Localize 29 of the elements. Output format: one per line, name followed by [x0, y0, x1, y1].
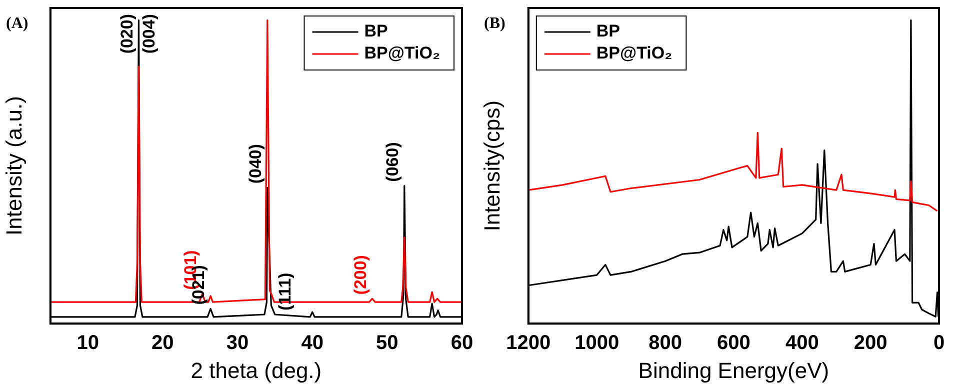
x-tick-label: 20: [152, 332, 174, 354]
y-axis-title: Intensity (a.u.): [1, 96, 26, 236]
x-axis-title: 2 theta (deg.): [190, 358, 322, 383]
chart-title: (A): [6, 15, 28, 32]
annotation: (040): [246, 144, 266, 184]
x-tick-label: 60: [450, 332, 474, 354]
legend-label: BP: [364, 22, 388, 41]
x-tick-label: 50: [376, 332, 398, 354]
annotation: (004): [139, 14, 158, 54]
x-tick-label: 200: [854, 332, 888, 354]
legend-label: BP: [596, 22, 620, 41]
x-tick-label: 800: [648, 332, 682, 354]
x-tick-label: 1200: [506, 332, 551, 354]
annotation: (200): [350, 255, 370, 295]
legend-label: BP@TiO₂: [596, 44, 672, 63]
x-axis-title: Binding Energy(eV): [638, 358, 830, 383]
x-tick-label: 40: [301, 332, 324, 354]
x-tick-label: 10: [76, 332, 99, 354]
annotation: (020): [117, 14, 136, 54]
chart-title: (B): [484, 15, 506, 32]
x-tick-label: 1000: [574, 332, 620, 354]
x-tick-label: 0: [933, 332, 945, 354]
x-tick-label: 600: [717, 332, 750, 354]
x-tick-label: 400: [785, 332, 819, 354]
y-axis-title: Intensity(cps): [479, 100, 504, 232]
annotation: (111): [276, 272, 295, 310]
annotation: (060): [383, 142, 402, 182]
legend-label: BP@TiO₂: [364, 44, 440, 63]
x-tick-label: 30: [226, 332, 249, 354]
